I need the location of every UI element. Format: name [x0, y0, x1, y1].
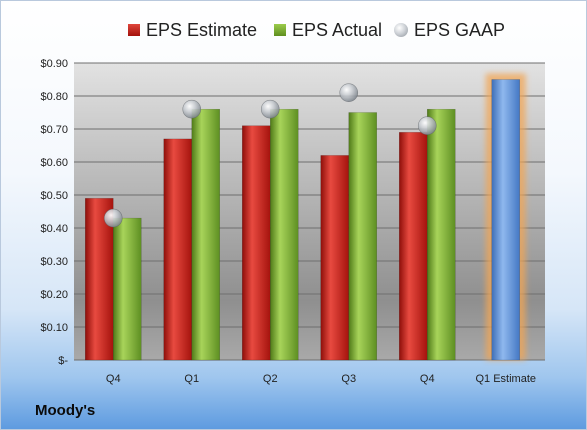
y-tick-label: $0.50	[40, 190, 68, 202]
y-tick-label: $0.10	[40, 322, 68, 334]
plot-area	[74, 63, 545, 360]
eps-bar-chart: $- $0.10 $0.20 $0.30 $0.40 $0.50 $0.60 $0.70 $0.…	[40, 58, 545, 385]
x-tick-label: Q4	[106, 373, 121, 385]
legend-swatch-eps-actual	[274, 24, 286, 36]
x-tick-label: Q2	[263, 373, 278, 385]
marker-eps-gaap	[103, 208, 123, 228]
bar-eps-actual	[270, 108, 299, 361]
legend-item-eps-estimate: EPS Estimate	[128, 17, 257, 43]
bar-eps-estimate	[242, 125, 271, 361]
marker-eps-gaap	[260, 99, 280, 119]
bar-eps-actual	[427, 108, 456, 361]
company-name: Moody's	[35, 402, 96, 419]
y-tick-label: $0.90	[40, 58, 68, 70]
bar-eps-estimate	[399, 132, 428, 361]
x-tick-label: Q4	[420, 373, 435, 385]
x-tick-label: Q3	[341, 373, 356, 385]
legend: EPS Estimate EPS Actual EPS GAAP	[1, 17, 587, 43]
bar-eps-actual	[113, 217, 142, 361]
y-tick-label: $0.30	[40, 256, 68, 268]
bar-eps-actual	[348, 112, 377, 361]
y-tick-label: $0.80	[40, 91, 68, 103]
legend-item-eps-gaap: EPS GAAP	[394, 17, 505, 43]
marker-eps-gaap	[417, 116, 437, 135]
legend-label-eps-actual: EPS Actual	[292, 19, 383, 40]
y-tick-label: $-	[58, 355, 68, 367]
y-tick-label: $0.20	[40, 289, 68, 301]
x-tick-label: Q1 Estimate	[475, 373, 536, 385]
bar-eps-estimate	[320, 155, 349, 361]
bar-q1-estimate	[491, 79, 520, 361]
y-tick-label: $0.70	[40, 124, 68, 136]
marker-eps-gaap	[182, 99, 202, 119]
marker-eps-gaap	[339, 83, 359, 102]
legend-item-eps-actual: EPS Actual	[274, 17, 382, 43]
bar-eps-actual	[191, 108, 220, 361]
y-tick-label: $0.60	[40, 157, 68, 169]
x-tick-label: Q1	[184, 373, 199, 385]
legend-swatch-eps-estimate	[128, 24, 140, 36]
legend-label-eps-estimate: EPS Estimate	[146, 19, 258, 40]
legend-swatch-eps-gaap	[394, 23, 408, 37]
bar-eps-estimate	[163, 138, 192, 361]
y-tick-label: $0.40	[40, 223, 68, 235]
legend-label-eps-gaap: EPS GAAP	[414, 19, 506, 40]
